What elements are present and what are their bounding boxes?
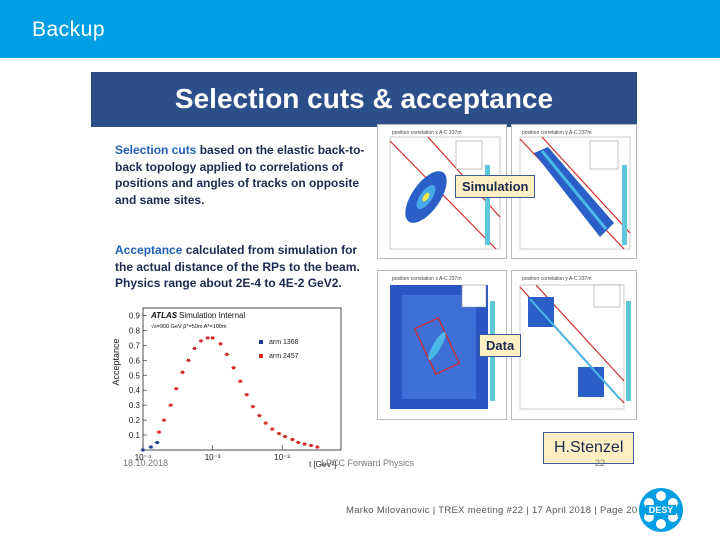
embedded-slide: Selection cuts & acceptance Selection cu… (91, 72, 637, 470)
embedded-slide-heading: Selection cuts & acceptance (174, 83, 554, 114)
embedded-footer-page: 22 (595, 458, 606, 468)
data-point-arm-2457 (270, 427, 274, 431)
data-point-arm-2457 (303, 442, 307, 446)
slide-footer: Marko Milovanovic | TREX meeting #22 | 1… (346, 505, 638, 516)
data-point-arm-2457 (219, 342, 223, 346)
data-point-arm-2457 (181, 370, 185, 374)
x-tick-label: 10⁻⁴ (135, 453, 152, 462)
data-point-arm-2457 (296, 441, 300, 445)
embedded-footer-center: LPCC Forward Physics (321, 458, 415, 468)
data-point-arm-2457 (211, 336, 215, 340)
y-tick-label: 0.4 (129, 386, 141, 395)
chart-atlas-label: ATLAS (150, 311, 178, 320)
y-tick-label: 0.1 (129, 431, 141, 440)
y-tick-label: 0.2 (129, 416, 141, 425)
data-point-arm-2457 (277, 432, 281, 436)
desy-logo: DESY (637, 486, 685, 534)
data-point-arm-2457 (257, 414, 261, 418)
chart-sim-label: Simulation Internal (179, 311, 245, 320)
plot-title-x-sim: position correlation x A-C 237m (392, 130, 461, 136)
chart-frame (142, 307, 342, 451)
y-tick-label: 0.9 (129, 311, 141, 320)
data-point-arm-2457 (238, 379, 242, 383)
chart-xlabel: t [GeV²] (309, 460, 337, 469)
y-tick-label: 0.3 (129, 401, 141, 410)
data-point-arm-1368 (141, 448, 145, 452)
data-point-arm-2457 (199, 339, 203, 343)
data-point-arm-2457 (186, 358, 190, 362)
data-point-arm-2457 (225, 352, 229, 356)
simulation-tag: Simulation (455, 175, 536, 198)
data-point-arm-2457 (206, 336, 210, 340)
data-point-arm-2457 (232, 366, 236, 370)
legend-label: arm 2457 (269, 353, 299, 360)
data-point-arm-2457 (174, 387, 178, 391)
y-tick-label: 0.7 (129, 341, 141, 350)
data-point-arm-2457 (264, 421, 268, 425)
data-point-arm-2457 (283, 435, 287, 439)
title-bar: Backup (0, 0, 720, 58)
y-tick-label: 0.5 (129, 371, 141, 380)
data-point-arm-1368 (149, 445, 153, 449)
slide-title: Backup (32, 18, 106, 41)
acceptance-chart-svg: Acceptance 0.1 0.2 0.3 0.4 0.5 0.6 0.7 0.8 0.9 1… (109, 300, 359, 470)
data-point-arm-2457 (162, 418, 166, 422)
legend-label: arm 1368 (269, 339, 299, 346)
data-point-arm-2457 (245, 393, 249, 397)
chart-energy-label: √s=900 GeV β*=50m A*=100m (151, 323, 227, 330)
acceptance-text: calculated from simulation for the actua… (115, 243, 360, 290)
x-tick-label: 10⁻³ (205, 453, 221, 462)
credit-box: H.Stenzel (543, 432, 635, 464)
legend-marker (259, 340, 263, 344)
chart-ylabel: Acceptance (111, 338, 121, 385)
y-tick-label: 0.6 (129, 356, 141, 365)
plot-title-y-sim: position correlation y A-C 237m (522, 130, 591, 136)
data-point-arm-2457 (309, 444, 313, 448)
acceptance-chart: Acceptance 0.1 0.2 0.3 0.4 0.5 0.6 0.7 0.8 0.9 1… (109, 300, 359, 470)
data-point-arm-2457 (169, 403, 173, 407)
acceptance-paragraph: Acceptance calculated from simulation fo… (115, 242, 365, 292)
embedded-slide-header: Selection cuts & acceptance (91, 72, 637, 127)
simulation-plot-y: position correlation y A-C 237m (511, 124, 637, 259)
selection-cuts-paragraph: Selection cuts based on the elastic back… (115, 142, 365, 208)
data-point-arm-2457 (251, 405, 255, 409)
data-point-arm-1368 (155, 441, 159, 445)
plot-title-x-data: position correlation x A-C 237m (392, 276, 461, 282)
data-point-arm-2457 (290, 438, 294, 442)
data-point-arm-2457 (157, 430, 161, 434)
simulation-plot-x: position correlation x A-C 237m (377, 124, 507, 259)
legend-marker (259, 354, 263, 358)
data-point-arm-2457 (193, 346, 197, 350)
acceptance-keyword: Acceptance (115, 243, 183, 257)
x-tick-label: 10⁻² (274, 453, 290, 462)
y-tick-label: 0.8 (129, 326, 141, 335)
embedded-footer-date: 18.10.2018 (123, 458, 169, 468)
data-plot-y: position correlation y A-C 237m (511, 270, 637, 420)
selection-cuts-keyword: Selection cuts (115, 143, 197, 157)
data-point-arm-2457 (315, 445, 319, 449)
logo-text: DESY (649, 505, 674, 515)
plot-title-y-data: position correlation y A-C 237m (522, 276, 591, 282)
selection-cuts-text: based on the elastic back-to-back topolo… (115, 143, 365, 207)
data-tag: Data (479, 334, 522, 357)
